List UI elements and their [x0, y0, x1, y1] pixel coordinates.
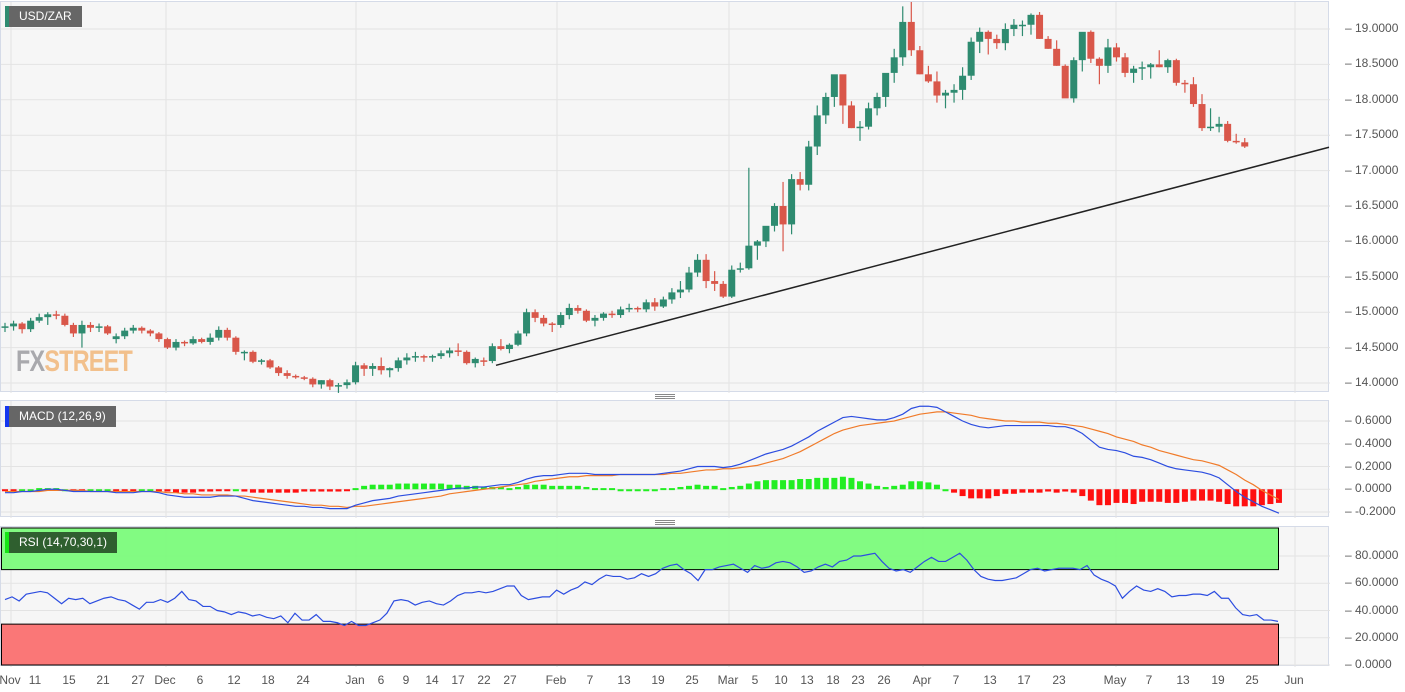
rsi-panel[interactable]: RSI (14,70,30,1) [0, 526, 1330, 667]
y-axis-tick-label: – 0.0000 [1345, 657, 1392, 671]
x-axis-tick-label: 18 [261, 673, 275, 687]
macd-chart [1, 401, 1330, 518]
fxstreet-logo: FXSTREET [16, 345, 133, 379]
x-axis-tick-label: 5 [751, 673, 759, 687]
logo-fx: FX [16, 345, 45, 378]
x-axis-tick-label: Feb [545, 673, 567, 687]
x-axis-tick-label: 6 [377, 673, 385, 687]
x-axis-tick-label: 23 [1052, 673, 1066, 687]
y-axis-tick-label: – 17.0000 [1345, 162, 1399, 177]
y-axis-tick-label: – 14.5000 [1345, 339, 1399, 354]
logo-street: STREET [44, 345, 132, 378]
x-axis-tick-label: 26 [877, 673, 891, 687]
x-axis-tick-label: 7 [1145, 673, 1153, 687]
symbol-color-stripe [5, 6, 9, 27]
x-axis-tick-label: 22 [477, 673, 491, 687]
macd-label[interactable]: MACD (12,26,9) [5, 406, 116, 427]
y-axis-tick-label: – 0.2000 [1345, 458, 1392, 473]
rsi-chart [1, 527, 1330, 667]
x-axis-tick-label: 25 [1245, 673, 1259, 687]
y-axis-tick-label: – 20.0000 [1345, 629, 1399, 644]
y-axis-tick-label: – 0.4000 [1345, 435, 1392, 450]
y-axis-tick-label: – 14.0000 [1345, 375, 1399, 389]
y-axis-tick-label: – 0.6000 [1345, 413, 1392, 427]
y-axis-tick-label: – 17.5000 [1345, 127, 1399, 142]
x-axis-tick-label: 12 [227, 673, 241, 687]
x-axis-tick-label: 13 [983, 673, 997, 687]
x-axis-tick-label: 6 [196, 673, 204, 687]
x-axis-tick-label: 13 [800, 673, 814, 687]
x-axis-tick-label: Jan [345, 673, 365, 687]
y-axis-tick-label: – 15.5000 [1345, 268, 1399, 283]
x-axis-tick-label: Dec [154, 673, 176, 687]
x-axis-tick-label: 13 [1176, 673, 1190, 687]
x-axis-tick-label: Nov [0, 673, 21, 687]
x-axis-tick-label: 11 [28, 673, 42, 687]
x-axis-tick-label: 14 [425, 673, 439, 687]
x-axis-tick-label: Jun [1284, 673, 1304, 687]
macd-label-text: MACD (12,26,9) [19, 409, 106, 423]
x-axis-tick-label: 25 [685, 673, 699, 687]
x-axis-tick-label: 10 [774, 673, 788, 687]
y-axis-tick-label: – 18.5000 [1345, 56, 1399, 71]
x-axis-tick-label: 23 [851, 673, 865, 687]
panel-resize-handle[interactable] [655, 520, 675, 525]
y-axis-tick-label: – -0.2000 [1345, 504, 1396, 518]
x-axis-tick-label: 9 [402, 673, 410, 687]
x-axis-tick-label: Mar [717, 673, 739, 687]
rsi-label-text: RSI (14,70,30,1) [19, 535, 108, 549]
x-axis-tick-label: 24 [296, 673, 310, 687]
y-axis-tick-label: – 0.0000 [1345, 481, 1392, 496]
y-axis-tick-label: – 15.0000 [1345, 304, 1399, 319]
x-axis-tick-label: 27 [503, 673, 517, 687]
x-axis-tick-label: 19 [651, 673, 665, 687]
x-axis-tick-label: May [1103, 673, 1127, 687]
y-axis-tick-label: – 40.0000 [1345, 602, 1399, 617]
x-axis-tick-label: 7 [952, 673, 960, 687]
y-axis-tick-label: – 19.0000 [1345, 21, 1399, 35]
x-axis-tick-label: Apr [912, 673, 932, 687]
y-axis-tick-label: – 80.0000 [1345, 548, 1399, 562]
x-axis-tick-label: 17 [1017, 673, 1031, 687]
rsi-label[interactable]: RSI (14,70,30,1) [5, 532, 118, 553]
x-axis-tick-label: 15 [62, 673, 76, 687]
y-axis-tick-label: – 18.0000 [1345, 91, 1399, 106]
x-axis-tick-label: 13 [617, 673, 631, 687]
y-axis-tick-label: – 60.0000 [1345, 575, 1399, 590]
x-axis-tick-label: 17 [451, 673, 465, 687]
price-chart-panel[interactable]: USD/ZAR FXSTREET [0, 1, 1330, 393]
y-axis-tick-label: – 16.5000 [1345, 198, 1399, 212]
x-axis-tick-label: 18 [826, 673, 840, 687]
panel-resize-handle[interactable] [655, 394, 675, 399]
macd-color-stripe [5, 406, 9, 427]
symbol-label-text: USD/ZAR [19, 9, 72, 23]
y-axis-tick-label: – 16.0000 [1345, 233, 1399, 248]
macd-panel[interactable]: MACD (12,26,9) [0, 400, 1330, 518]
rsi-color-stripe [5, 532, 9, 553]
x-axis-tick-label: 7 [586, 673, 594, 687]
symbol-label[interactable]: USD/ZAR [5, 6, 82, 27]
x-axis-tick-label: 27 [131, 673, 145, 687]
x-axis-tick-label: 19 [1211, 673, 1225, 687]
x-axis-tick-label: 21 [96, 673, 110, 687]
candlestick-chart [1, 2, 1330, 393]
